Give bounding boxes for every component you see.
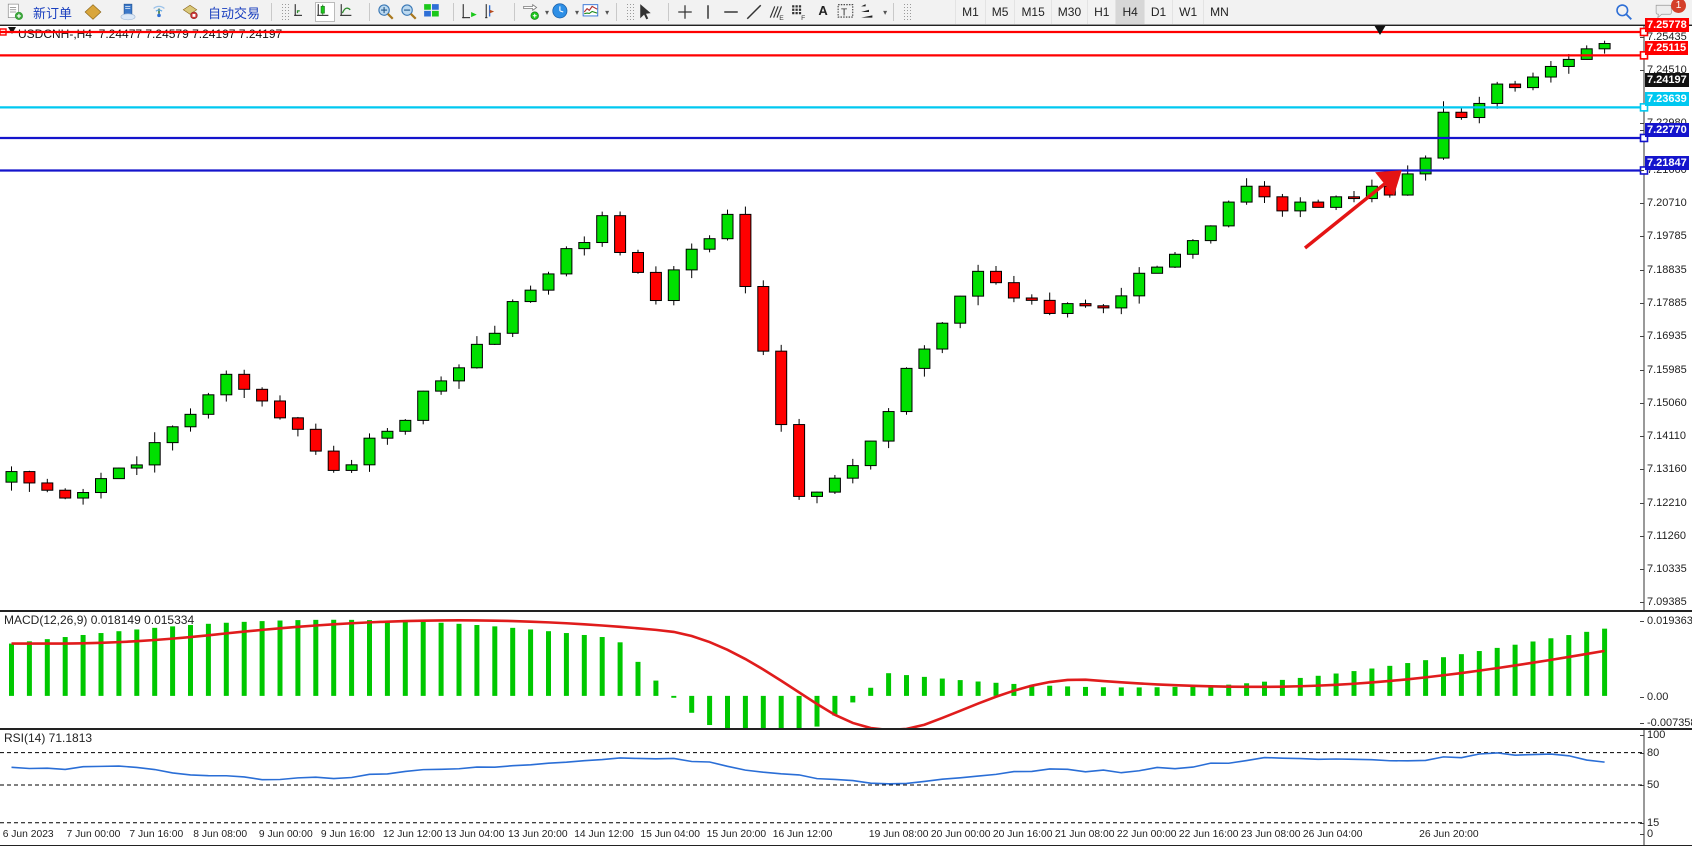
svg-text:F: F	[801, 15, 805, 21]
svg-text:E: E	[779, 15, 784, 21]
svg-text:T: T	[841, 7, 847, 18]
